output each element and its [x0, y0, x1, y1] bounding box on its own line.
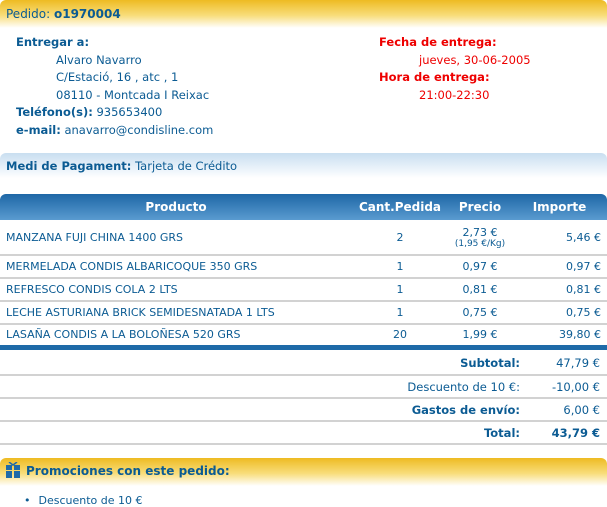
promotions-list: Descuento de 10 €	[24, 494, 143, 507]
payment-method: Tarjeta de Crédito	[135, 159, 238, 173]
col-quantity: Cant.Pedida	[352, 194, 448, 220]
amount: 0,81 €	[512, 278, 607, 302]
discount-row: Descuento de 10 €: -10,00 €	[0, 375, 607, 399]
delivery-date: jueves, 30-06-2005	[419, 52, 531, 67]
discount-label: Descuento de 10 €:	[0, 375, 527, 399]
phone-label: Teléfono(s):	[16, 105, 93, 119]
total-value: 43,79 €	[551, 425, 600, 440]
amount: 0,97 €	[512, 255, 607, 279]
amount: 39,80 €	[512, 324, 607, 350]
col-product: Producto	[0, 194, 352, 220]
amount: 5,46 €	[512, 220, 607, 256]
product-name: MERMELADA CONDIS ALBARICOQUE 350 GRS	[0, 255, 352, 279]
subtotal-label: Subtotal:	[460, 356, 520, 370]
product-name: REFRESCO CONDIS COLA 2 LTS	[0, 278, 352, 302]
date-label: Fecha de entrega:	[379, 35, 497, 49]
phone: 935653400	[96, 105, 163, 119]
price-cell: 0,75 €	[448, 301, 512, 325]
delivery-hour: 21:00-22:30	[419, 87, 490, 102]
order-header: Pedido: o1970004	[0, 0, 607, 28]
price-cell: 2,73 € (1,95 €/Kg)	[448, 220, 512, 256]
product-name: LECHE ASTURIANA BRICK SEMIDESNATADA 1 LT…	[0, 301, 352, 325]
price-cell: 0,81 €	[448, 278, 512, 302]
email: anavarro@condisline.com	[64, 122, 214, 137]
price: 2,73 €	[462, 225, 498, 239]
email-label: e-mail:	[16, 122, 61, 137]
payment-label: Medi de Pagament:	[6, 159, 132, 173]
payment-bar: Medi de Pagament: Tarjeta de Crédito	[0, 153, 607, 178]
table-row: MERMELADA CONDIS ALBARICOQUE 350 GRS 1 0…	[0, 255, 607, 279]
table-row: MANZANA FUJI CHINA 1400 GRS 2 2,73 € (1,9…	[0, 220, 607, 256]
shipping-value: 6,00 €	[527, 398, 607, 422]
table-row: LECHE ASTURIANA BRICK SEMIDESNATADA 1 LT…	[0, 301, 607, 325]
promotions-title: Promociones con este pedido:	[26, 464, 230, 478]
promotion-item: Descuento de 10 €	[24, 494, 143, 507]
price: 0,97 €	[462, 260, 498, 273]
subtotal-value: 47,79 €	[527, 352, 607, 376]
street: C/Estació, 16 , atc , 1	[56, 70, 179, 84]
price: 0,75 €	[462, 306, 498, 319]
price: 1,99 €	[462, 328, 498, 342]
quantity: 20	[352, 324, 448, 350]
col-amount: Importe	[512, 194, 607, 220]
product-name: LASAÑA CONDIS A LA BOLOÑESA 520 GRS	[0, 324, 352, 350]
price-cell: 0,97 €	[448, 255, 512, 279]
unit-price: (1,95 €/Kg)	[454, 238, 506, 249]
amount: 0,75 €	[512, 301, 607, 325]
shipping-row: Gastos de envío: 6,00 €	[0, 398, 607, 422]
table-row: LASAÑA CONDIS A LA BOLOÑESA 520 GRS 20 1…	[0, 324, 607, 350]
col-price: Precio	[448, 194, 512, 220]
summary-table: Subtotal: 47,79 € Descuento de 10 €: -10,0…	[0, 352, 607, 445]
promotions-header: Promociones con este pedido:	[0, 458, 607, 486]
shipping-label: Gastos de envío:	[411, 402, 520, 417]
delivery-address: Entregar a: Alvaro Navarro C/Estació, 16…	[16, 34, 213, 139]
quantity: 1	[352, 301, 448, 325]
order-label: Pedido:	[6, 7, 51, 21]
subtotal-row: Subtotal: 47,79 €	[0, 352, 607, 376]
city: 08110 - Montcada I Reixac	[56, 87, 210, 102]
product-name: MANZANA FUJI CHINA 1400 GRS	[0, 220, 352, 256]
price-cell: 1,99 €	[448, 324, 512, 350]
discount-value: -10,00 €	[527, 375, 607, 399]
order-id: o1970004	[53, 7, 121, 21]
price: 0,81 €	[462, 283, 498, 296]
quantity: 1	[352, 255, 448, 279]
hour-label: Hora de entrega:	[379, 70, 490, 84]
gift-icon	[6, 462, 20, 478]
deliver-to-label: Entregar a:	[16, 35, 90, 49]
customer-name: Alvaro Navarro	[56, 52, 142, 67]
delivery-time: Fecha de entrega: jueves, 30-06-2005 Hor…	[379, 34, 531, 104]
total-label: Total:	[483, 425, 520, 440]
table-row: REFRESCO CONDIS COLA 2 LTS 1 0,81 € 0,81…	[0, 278, 607, 302]
order-items-table: Producto Cant.Pedida Precio Importe MANZ…	[0, 194, 607, 350]
quantity: 2	[352, 220, 448, 256]
quantity: 1	[352, 278, 448, 302]
total-row: Total: 43,79 €	[0, 421, 607, 445]
